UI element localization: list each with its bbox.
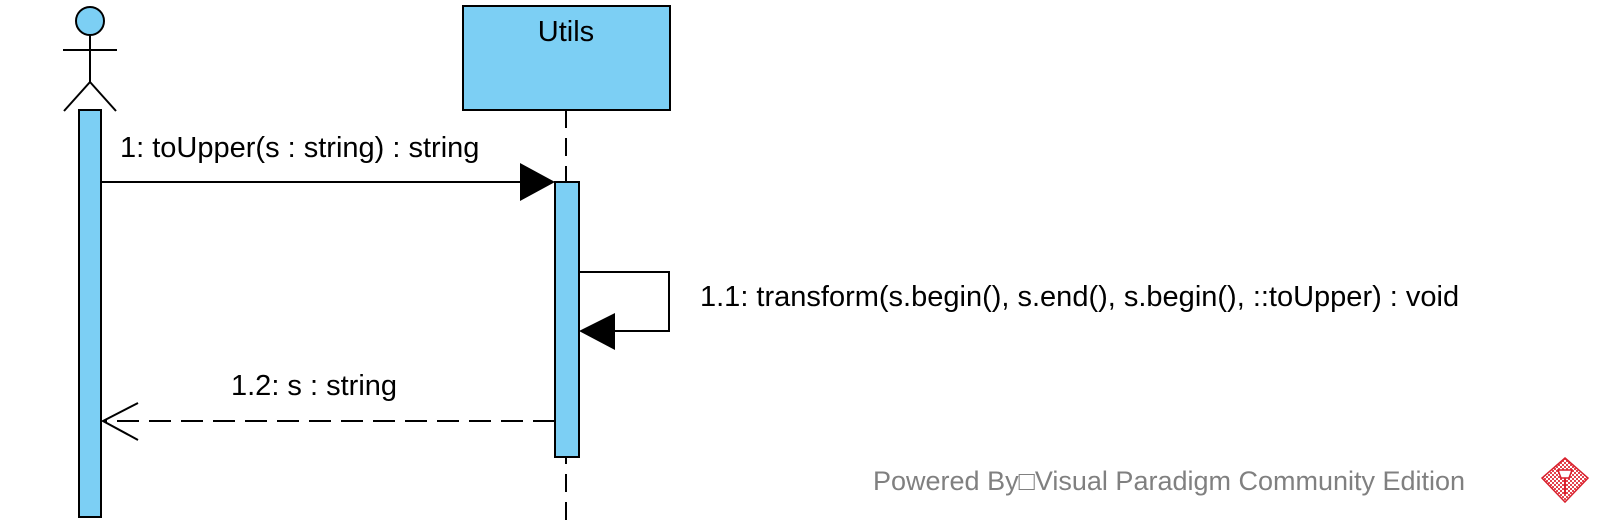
lifeline-utils-head[interactable] xyxy=(462,5,671,111)
message-1-2-label: 1.2: s : string xyxy=(231,370,397,402)
filled-arrowhead-icon xyxy=(520,163,555,201)
lifeline-utils[interactable]: Utils xyxy=(462,5,671,111)
message-1-1-self-arrow[interactable] xyxy=(579,271,670,350)
visual-paradigm-logo-icon xyxy=(1540,457,1590,504)
message-1-2-return-arrow[interactable] xyxy=(100,402,555,441)
utils-activation-bar[interactable] xyxy=(554,181,580,458)
message-1-arrow[interactable] xyxy=(101,163,555,201)
watermark-text: Powered By□Visual Paradigm Community Edi… xyxy=(873,466,1465,496)
filled-arrowhead-icon xyxy=(579,313,615,350)
message-1-1-label: 1.1: transform(s.begin(), s.end(), s.beg… xyxy=(700,281,1459,313)
message-1-label: 1: toUpper(s : string) : string xyxy=(120,132,479,164)
actor-icon[interactable] xyxy=(63,6,117,112)
open-arrowhead-icon xyxy=(100,402,139,441)
lifeline-utils-label: Utils xyxy=(538,16,594,48)
actor-activation-bar[interactable] xyxy=(78,109,102,518)
